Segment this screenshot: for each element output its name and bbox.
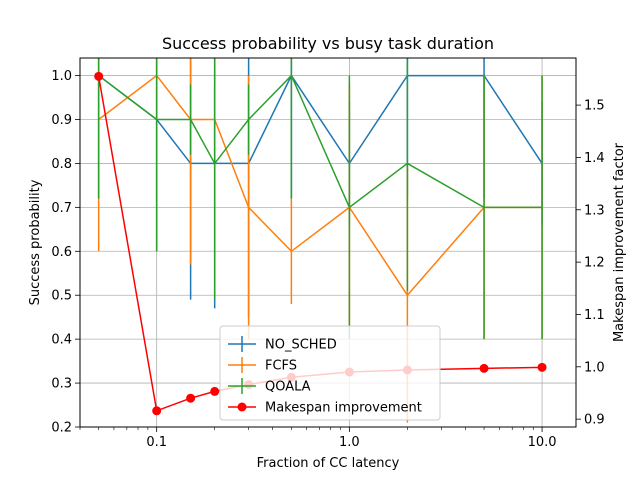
plot-frame <box>79 57 577 428</box>
y2-tick-label: 1.4 <box>584 151 605 166</box>
y-tick-label: 1.0 <box>51 69 72 84</box>
series-layer <box>94 58 547 423</box>
y-tick-label: 0.5 <box>51 289 72 304</box>
x-tick-label: 0.1 <box>146 435 167 450</box>
point-makespan-improvement <box>152 406 162 416</box>
point-makespan-improvement <box>94 71 104 81</box>
y2-axis-label: Makespan improvement factor <box>612 142 627 342</box>
y2-tick-label: 1.1 <box>584 308 605 323</box>
legend-marker-makespan-improvement <box>237 402 247 412</box>
y2-tick-label: 1.3 <box>584 203 605 218</box>
legend-label-makespan-improvement: Makespan improvement <box>265 401 422 416</box>
y-axis-label: Success probability <box>28 179 43 305</box>
y-tick-label: 0.3 <box>51 377 72 392</box>
legend-box <box>219 325 441 421</box>
point-makespan-improvement <box>479 363 489 373</box>
x-tick-label: 1.0 <box>339 435 360 450</box>
y2-tick-label: 1.5 <box>584 99 605 114</box>
x-tick-label: 10.0 <box>528 435 557 450</box>
point-makespan-improvement <box>186 393 196 403</box>
line-no-sched <box>98 74 543 165</box>
y2-tick-label: 1.2 <box>584 256 605 271</box>
y-tick-label: 0.9 <box>51 113 72 128</box>
series-qoala <box>97 58 543 340</box>
y-tick-label: 0.6 <box>51 245 72 260</box>
x-axis-label: Fraction of CC latency <box>257 456 400 471</box>
line-qoala <box>98 74 543 209</box>
legend: NO_SCHED FCFS QOALA Makespan improvement <box>219 325 441 421</box>
y-tick-label: 0.7 <box>51 201 72 216</box>
legend-label-fcfs: FCFS <box>265 359 297 374</box>
legend-label-no-sched: NO_SCHED <box>265 338 337 353</box>
line-fcfs <box>98 74 543 297</box>
y2-tick-label: 1.0 <box>584 360 605 375</box>
legend-label-qoala: QOALA <box>265 380 311 395</box>
y-tick-label: 0.4 <box>51 333 72 348</box>
point-makespan-improvement <box>210 386 220 396</box>
chart-title: Success probability vs busy task duratio… <box>162 34 494 53</box>
y2-tick-label: 0.9 <box>584 413 605 428</box>
point-makespan-improvement <box>537 362 547 372</box>
y-tick-label: 0.8 <box>51 157 72 172</box>
axes: 0.1 1.0 10.0 0.2 0.3 0.4 0.5 0.6 0.7 0.8 0.9 1.0 0.9… <box>51 69 604 450</box>
y-tick-label: 0.2 <box>51 421 72 436</box>
